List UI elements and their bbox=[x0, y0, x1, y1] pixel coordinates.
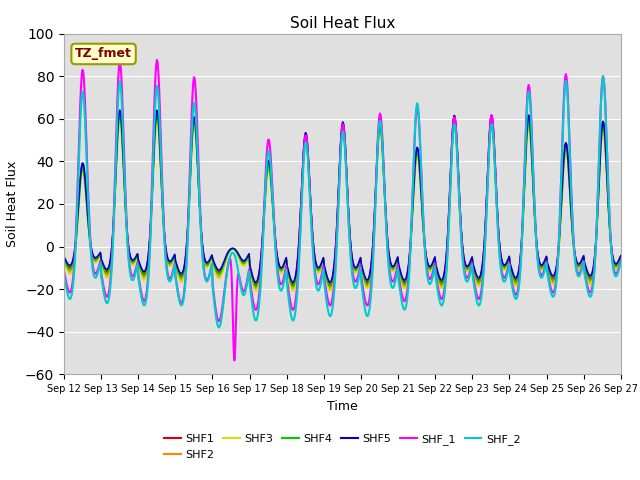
SHF4 bbox=[412, 159, 419, 165]
SHF2 bbox=[252, 286, 260, 291]
SHF1 bbox=[214, 269, 222, 275]
SHF3 bbox=[214, 276, 222, 281]
SHF4 bbox=[185, 210, 193, 216]
SHF2 bbox=[60, 257, 68, 263]
SHF_1 bbox=[127, 272, 135, 277]
SHF3 bbox=[70, 258, 78, 264]
SHF1 bbox=[185, 207, 193, 213]
Line: SHF3: SHF3 bbox=[64, 122, 621, 291]
SHF1 bbox=[252, 282, 260, 288]
X-axis label: Time: Time bbox=[327, 400, 358, 413]
SHF_1 bbox=[230, 358, 238, 363]
SHF_2 bbox=[60, 271, 68, 277]
SHF4 bbox=[617, 254, 625, 260]
SHF1 bbox=[128, 258, 136, 264]
SHF4 bbox=[252, 284, 260, 289]
SHF3 bbox=[428, 266, 436, 272]
Line: SHF1: SHF1 bbox=[64, 110, 621, 285]
Line: SHF_2: SHF_2 bbox=[64, 77, 621, 327]
SHF_1 bbox=[70, 264, 78, 270]
SHF_2 bbox=[411, 131, 419, 137]
SHF_2 bbox=[127, 276, 135, 282]
SHF1 bbox=[60, 255, 68, 261]
SHF_1 bbox=[60, 268, 68, 274]
SHF3 bbox=[128, 262, 136, 268]
SHF1 bbox=[617, 253, 625, 259]
SHF5 bbox=[128, 257, 136, 263]
SHF5 bbox=[185, 206, 193, 212]
SHF5 bbox=[214, 267, 222, 273]
SHF_2 bbox=[617, 259, 625, 265]
SHF2 bbox=[185, 211, 193, 216]
Line: SHF5: SHF5 bbox=[64, 110, 621, 282]
Line: SHF4: SHF4 bbox=[64, 115, 621, 287]
Legend: SHF1, SHF2, SHF3, SHF4, SHF5, SHF_1, SHF_2: SHF1, SHF2, SHF3, SHF4, SHF5, SHF_1, SHF… bbox=[160, 430, 525, 464]
SHF_1 bbox=[214, 317, 222, 323]
SHF5 bbox=[428, 262, 436, 267]
SHF5 bbox=[60, 254, 68, 260]
Title: Soil Heat Flux: Soil Heat Flux bbox=[290, 16, 395, 31]
Line: SHF_1: SHF_1 bbox=[64, 60, 621, 360]
SHF2 bbox=[70, 256, 78, 262]
SHF5 bbox=[617, 253, 625, 259]
SHF4 bbox=[128, 260, 136, 265]
SHF2 bbox=[128, 261, 136, 266]
SHF_1 bbox=[185, 204, 193, 209]
SHF_2 bbox=[428, 280, 435, 286]
Text: TZ_fmet: TZ_fmet bbox=[75, 48, 132, 60]
SHF3 bbox=[617, 255, 625, 261]
SHF2 bbox=[428, 265, 436, 271]
SHF_2 bbox=[70, 271, 78, 276]
SHF1 bbox=[116, 108, 124, 113]
SHF4 bbox=[428, 264, 436, 270]
SHF1 bbox=[70, 252, 78, 258]
SHF2 bbox=[116, 114, 124, 120]
SHF1 bbox=[428, 263, 436, 269]
SHF5 bbox=[116, 108, 124, 113]
SHF4 bbox=[116, 112, 124, 118]
Line: SHF2: SHF2 bbox=[64, 117, 621, 288]
SHF3 bbox=[116, 119, 124, 125]
SHF2 bbox=[214, 273, 222, 279]
SHF3 bbox=[60, 258, 68, 264]
SHF5 bbox=[70, 251, 78, 257]
SHF2 bbox=[412, 159, 419, 165]
SHF_2 bbox=[215, 324, 223, 330]
SHF_2 bbox=[184, 233, 192, 239]
SHF3 bbox=[412, 163, 419, 169]
SHF_1 bbox=[412, 118, 419, 124]
SHF5 bbox=[412, 154, 419, 160]
SHF4 bbox=[60, 256, 68, 262]
SHF5 bbox=[252, 279, 260, 285]
SHF2 bbox=[617, 255, 625, 261]
SHF4 bbox=[214, 271, 222, 277]
SHF3 bbox=[252, 288, 260, 294]
SHF3 bbox=[185, 213, 193, 219]
SHF4 bbox=[70, 255, 78, 261]
Y-axis label: Soil Heat Flux: Soil Heat Flux bbox=[6, 161, 19, 247]
SHF_1 bbox=[617, 258, 625, 264]
SHF_1 bbox=[428, 273, 436, 279]
SHF_2 bbox=[214, 322, 221, 327]
SHF_1 bbox=[153, 57, 161, 63]
SHF_2 bbox=[599, 74, 607, 80]
SHF1 bbox=[412, 155, 419, 160]
